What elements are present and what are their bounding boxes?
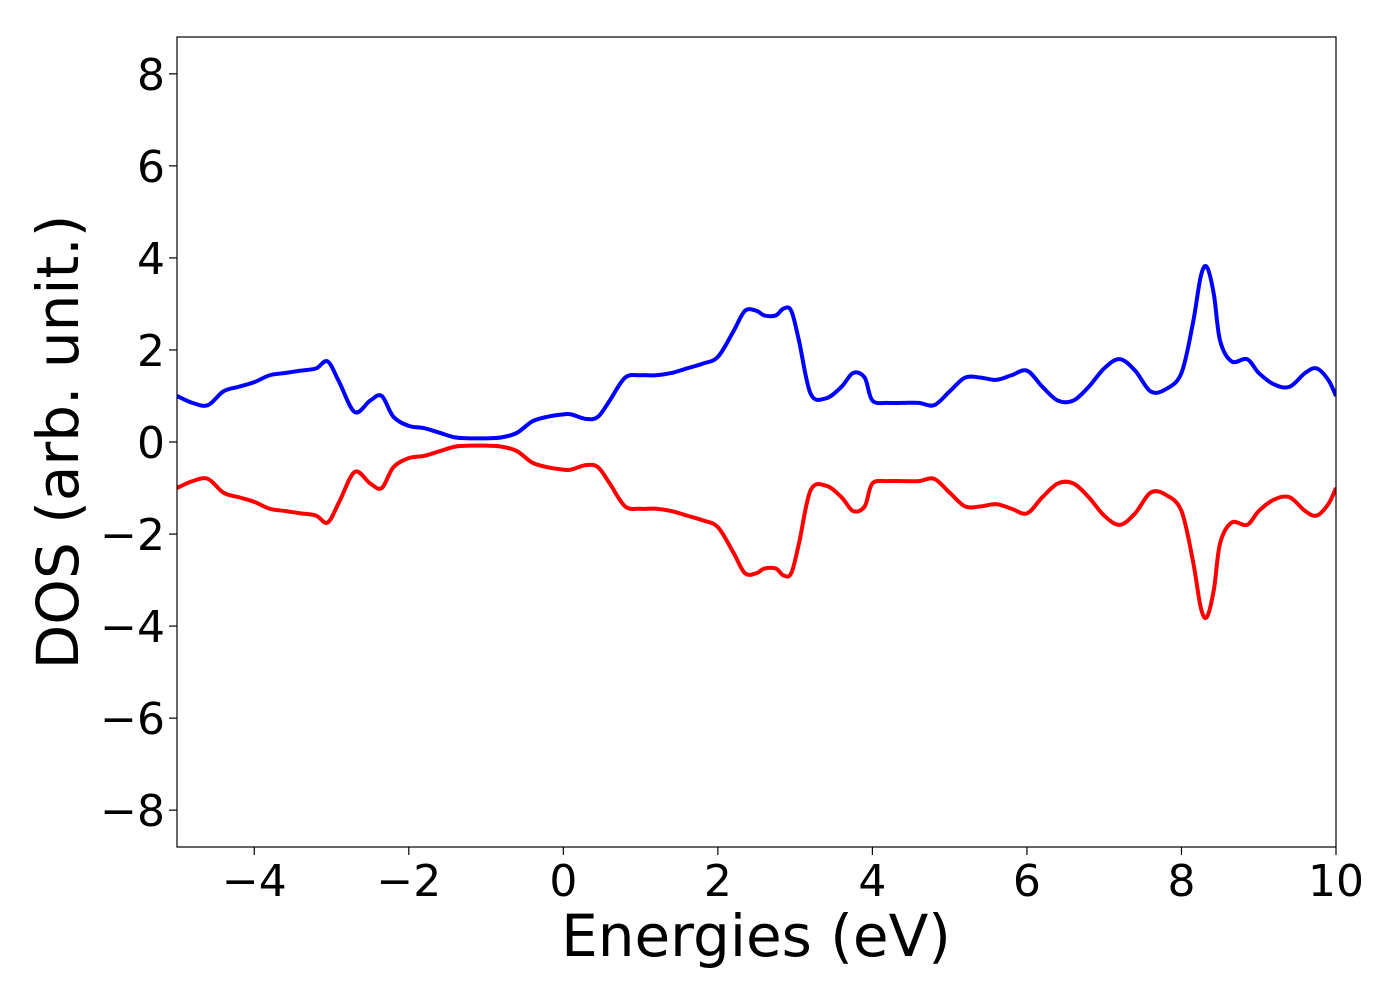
x-tick-label: 10: [1308, 856, 1364, 907]
y-tick-label: 4: [137, 234, 165, 285]
series-layer: [177, 263, 1336, 621]
y-axis-label: DOS (arb. unit.): [24, 215, 92, 670]
x-tick-label: 6: [1013, 856, 1041, 907]
x-tick-label: −4: [222, 856, 287, 907]
x-tick-label: 4: [858, 856, 886, 907]
x-tick-label: 0: [549, 856, 577, 907]
x-axis-label: Energies (eV): [561, 902, 951, 970]
y-tick-label: 6: [137, 142, 165, 193]
y-tick-label: 0: [137, 418, 165, 469]
x-tick-label: −2: [376, 856, 441, 907]
series-line-0: [177, 263, 1336, 441]
y-tick-label: −2: [100, 510, 165, 561]
x-tick-label: 2: [704, 856, 732, 907]
y-tick-label: 2: [137, 326, 165, 377]
y-axis: −8 −6 −4 −2 0 2 4 6 8: [100, 50, 177, 837]
x-axis: −4 −2 0 2 4 6 8 10: [222, 847, 1364, 907]
y-tick-label: −8: [100, 786, 165, 837]
x-tick-label: 8: [1167, 856, 1195, 907]
y-tick-label: −4: [100, 602, 165, 653]
plot-frame: [176, 36, 1337, 848]
y-tick-label: −6: [100, 694, 165, 745]
y-tick-label: 8: [137, 50, 165, 101]
series-line-1: [177, 443, 1336, 621]
